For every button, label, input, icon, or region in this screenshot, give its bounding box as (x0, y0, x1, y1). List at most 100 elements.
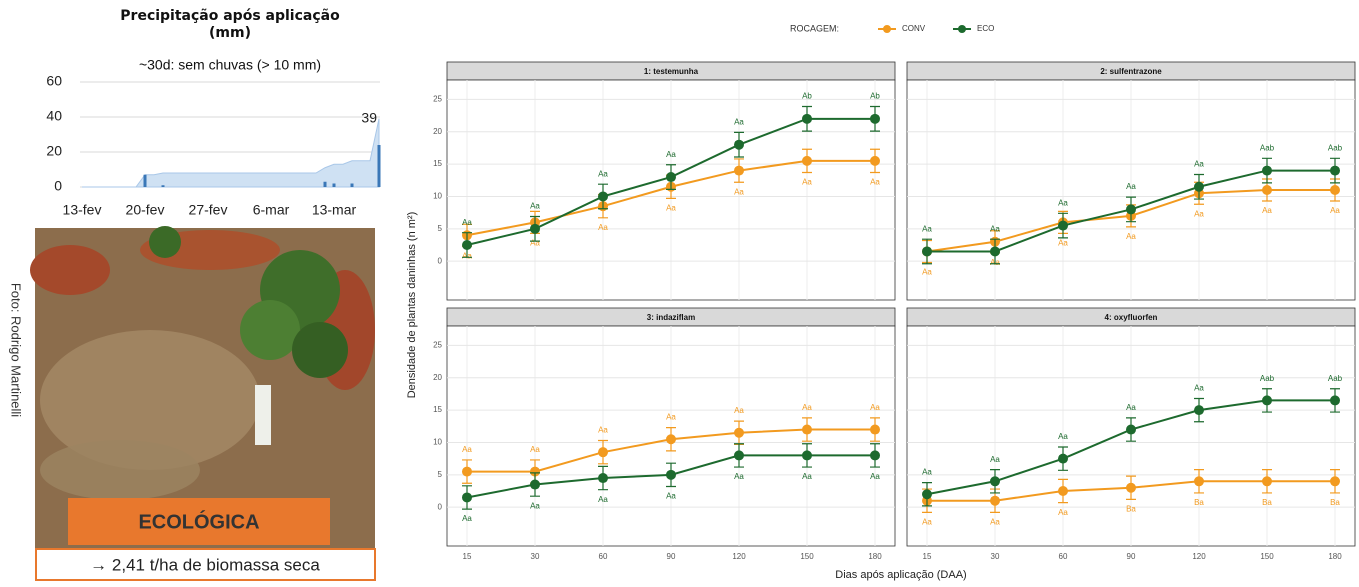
letter-label: Ba (1126, 505, 1136, 514)
point (1126, 204, 1136, 215)
x-tick-label: 13-fev (63, 202, 102, 218)
letter-label: Aa (870, 178, 880, 187)
precip-bar (143, 174, 147, 187)
photo-credit: Foto: Rodrigo Martinelli (9, 283, 24, 417)
letter-label: Aa (734, 187, 744, 196)
letter-label: Ba (1194, 498, 1204, 507)
x-tick-label: 120 (732, 552, 746, 561)
y-tick-label: 15 (433, 405, 442, 414)
point (1194, 181, 1204, 192)
letter-label: Aa (666, 413, 676, 422)
precip-bar (323, 181, 327, 187)
letter-label: Aa (1262, 206, 1272, 215)
point (922, 246, 932, 257)
point (1058, 453, 1068, 464)
straw (40, 330, 260, 470)
x-tick-label: 60 (599, 552, 608, 561)
point (1262, 165, 1272, 176)
x-tick-label: 120 (1192, 552, 1206, 561)
letter-label: Aa (1058, 238, 1068, 247)
letter-label: Aa (802, 472, 812, 481)
label-box (68, 498, 330, 545)
letter-label: Aa (666, 492, 676, 501)
y-tick-label: 0 (438, 502, 443, 511)
x-tick-label: 180 (1328, 552, 1342, 561)
y-tick-label: 20 (46, 143, 62, 159)
letter-label: Aa (598, 223, 608, 232)
letter-label: Aa (1126, 403, 1136, 412)
y-tick-label: 60 (46, 73, 62, 89)
x-axis-title: Dias após aplicação (DAA) (835, 569, 966, 581)
y-axis-title: Densidade de plantas daninhas (n m²) (406, 212, 418, 399)
letter-label: Aa (802, 178, 812, 187)
x-tick-label: 27-fev (189, 202, 228, 218)
point (990, 246, 1000, 257)
soil (30, 245, 110, 295)
y-tick-label: 5 (438, 224, 443, 233)
precip-area (82, 118, 380, 188)
letter-label: Aa (870, 403, 880, 412)
x-tick-label: 150 (1260, 552, 1274, 561)
letter-label: Aa (922, 517, 932, 526)
letter-label: Aa (666, 204, 676, 213)
letter-label: Ab (870, 92, 880, 101)
point (666, 469, 676, 480)
point (870, 424, 880, 435)
point (734, 165, 744, 176)
letter-label: Aab (1328, 143, 1343, 152)
letter-label: Aa (462, 445, 472, 454)
letter-label: Aa (802, 403, 812, 412)
point (802, 113, 812, 124)
point (870, 450, 880, 461)
panel-title: 4: oxyfluorfen (1105, 313, 1158, 322)
point (1330, 395, 1340, 406)
panel-title: 3: indaziflam (647, 313, 695, 322)
letter-label: Aa (530, 501, 540, 510)
point (802, 155, 812, 166)
point (1058, 220, 1068, 231)
letter-label: Aa (990, 455, 1000, 464)
panel-title: 2: sulfentrazone (1100, 67, 1162, 76)
letter-label: Aa (530, 445, 540, 454)
y-tick-label: 10 (433, 192, 442, 201)
letter-label: Aa (1194, 209, 1204, 218)
point (1330, 476, 1340, 487)
point (462, 240, 472, 250)
x-tick-label: 13-mar (312, 202, 357, 218)
point (530, 466, 540, 477)
letter-label: Aa (1330, 206, 1340, 215)
point (734, 139, 744, 150)
point (1330, 185, 1340, 195)
letter-label: Ab (802, 92, 812, 101)
precip-title: Precipitação após aplicação (mm) (120, 8, 340, 41)
point (734, 450, 744, 461)
legend-label: ECO (977, 24, 994, 33)
y-tick-label: 10 (433, 438, 442, 447)
letter-label: Aab (1260, 374, 1275, 383)
x-tick-label: 15 (923, 552, 932, 561)
caption-box (35, 548, 376, 581)
foliage (292, 322, 348, 378)
point (802, 450, 812, 461)
foliage (240, 300, 300, 360)
point (870, 155, 880, 166)
x-tick-label: 180 (868, 552, 882, 561)
point (462, 466, 472, 477)
point (802, 424, 812, 435)
trunk (255, 385, 271, 445)
letter-label: Aa (990, 224, 1000, 233)
x-tick-label: 150 (800, 552, 814, 561)
letter-label: Aab (1260, 143, 1275, 152)
point (922, 489, 932, 500)
letter-label: Aa (598, 495, 608, 504)
point (666, 172, 676, 183)
y-tick-label: 25 (433, 341, 442, 350)
letter-label: Aa (530, 202, 540, 211)
letter-label: Aa (734, 406, 744, 415)
letter-label: Aa (734, 118, 744, 127)
point (462, 492, 472, 503)
point (1194, 476, 1204, 487)
letter-label: Aa (1126, 182, 1136, 191)
photo-label: ECOLÓGICA (138, 509, 259, 533)
